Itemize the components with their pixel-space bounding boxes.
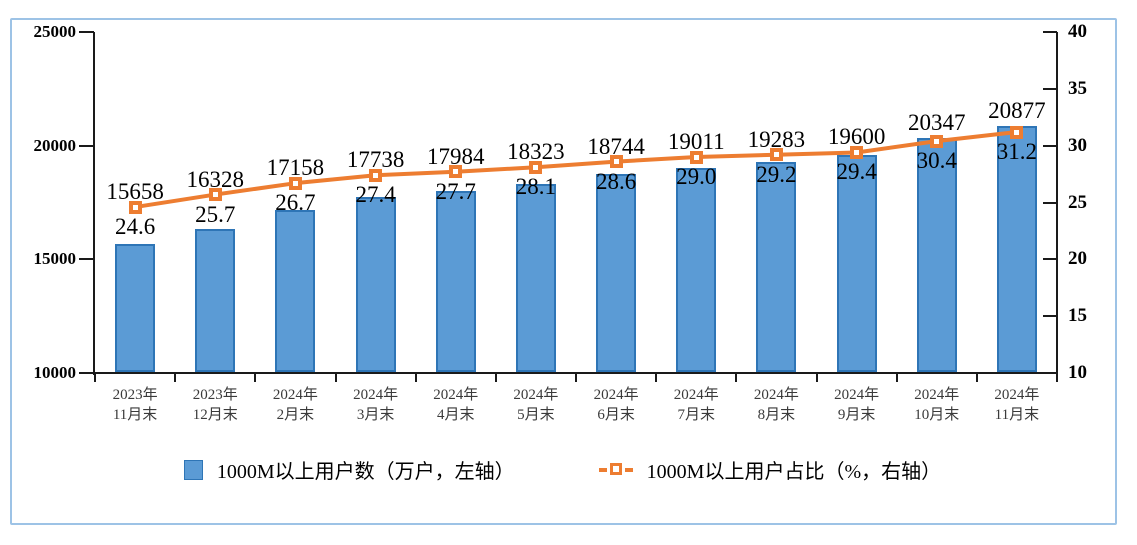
bar-series-swatch-icon — [183, 459, 203, 480]
legend-item-bar-series: 1000M以上用户数（万户，左轴） — [183, 455, 515, 484]
legend-item-line-series: 1000M以上用户占比（%，右轴） — [598, 455, 942, 484]
line-series-marker-icon — [598, 463, 633, 476]
legend-label-line-series: 1000M以上用户占比（%，右轴） — [646, 461, 942, 483]
chart-frame — [10, 18, 1117, 525]
legend-label-bar-series: 1000M以上用户数（万户，左轴） — [216, 461, 515, 483]
legend: 1000M以上用户数（万户，左轴） 1000M以上用户占比（%，右轴） — [10, 455, 1115, 484]
